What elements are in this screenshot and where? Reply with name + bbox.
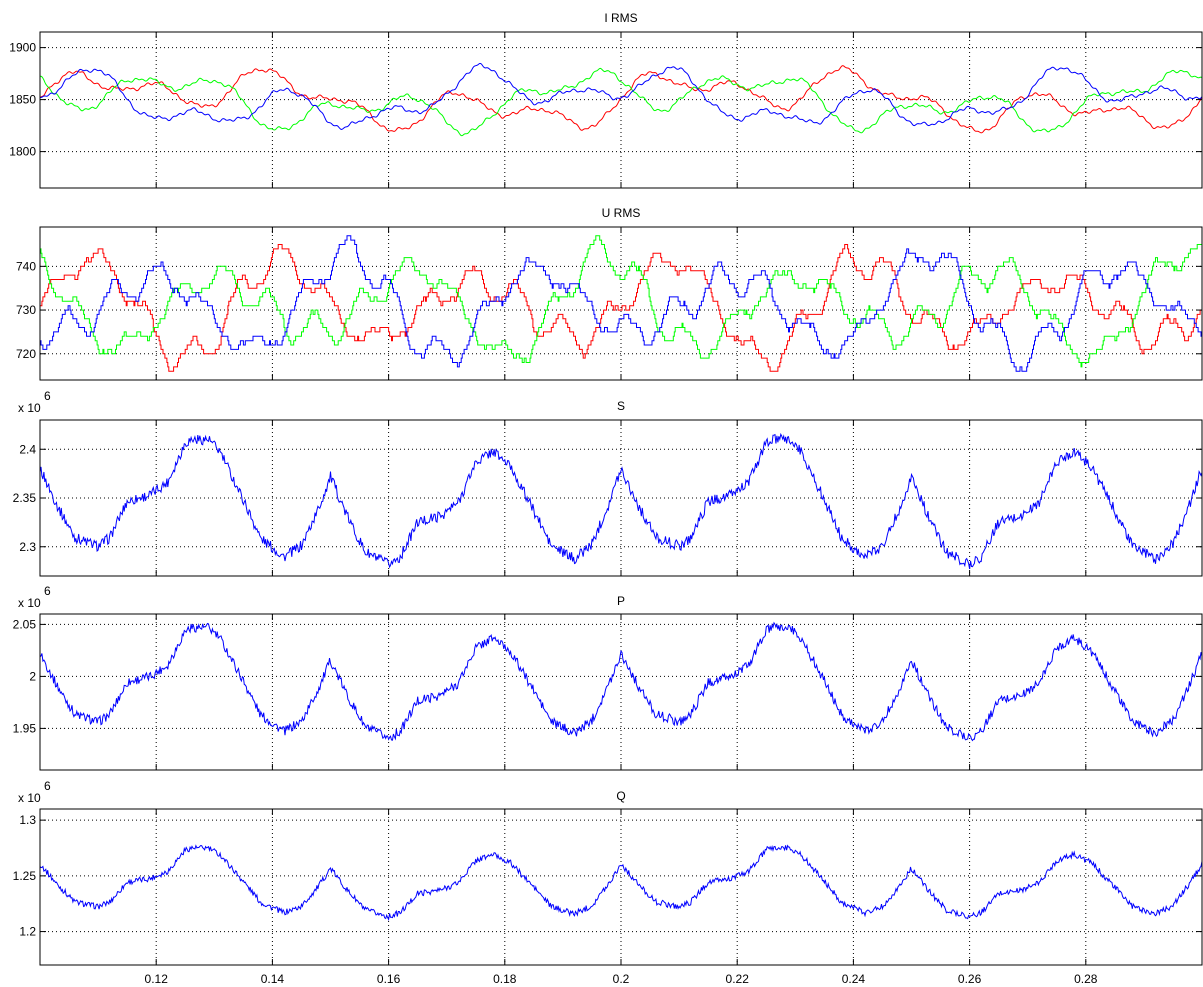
y-tick-label: 2.35 <box>13 491 37 505</box>
x-tick-label: 0.18 <box>493 972 517 986</box>
panel-title: U RMS <box>602 206 641 220</box>
panel-i-rms: 1800 1850 1900 I RMS <box>9 11 1203 189</box>
series-line-green <box>40 67 1202 137</box>
panel-title: Q <box>616 789 625 803</box>
y-tick-label: 730 <box>16 303 36 317</box>
panel-s: 2.3 2.35 2.4 Sx 106 <box>13 389 1203 577</box>
y-exponent: 6 <box>44 389 51 403</box>
panel-u-rms: 720 730 740 U RMS <box>16 206 1203 381</box>
series-line-red <box>40 244 1202 372</box>
x-tick-label: 0.12 <box>145 972 169 986</box>
series-line-green <box>40 235 1202 368</box>
x-tick-label: 0.28 <box>1074 972 1098 986</box>
panel-title: P <box>617 594 625 608</box>
y-exponent-base: x 10 <box>18 791 41 805</box>
y-tick-label: 2.3 <box>19 540 36 554</box>
y-tick-label: 1900 <box>9 41 36 55</box>
y-tick-label: 1.25 <box>13 869 37 883</box>
series-line-blue <box>40 621 1202 742</box>
y-tick-label: 2.4 <box>19 442 36 456</box>
series-line-blue <box>40 63 1202 131</box>
y-exponent: 6 <box>44 779 51 793</box>
y-tick-label: 1.95 <box>13 721 37 735</box>
y-exponent: 6 <box>44 584 51 598</box>
y-tick-label: 1.3 <box>19 813 36 827</box>
panel-p: 1.95 2 2.05 Px 106 <box>13 584 1203 771</box>
x-tick-label: 0.16 <box>377 972 401 986</box>
y-exponent-base: x 10 <box>18 596 41 610</box>
x-tick-label: 0.24 <box>842 972 866 986</box>
y-tick-label: 1800 <box>9 145 36 159</box>
x-tick-label: 0.2 <box>613 972 630 986</box>
y-tick-label: 720 <box>16 347 36 361</box>
y-tick-label: 1.2 <box>19 925 36 939</box>
y-tick-label: 740 <box>16 259 36 273</box>
y-tick-label: 2 <box>29 669 36 683</box>
y-tick-label: 2.05 <box>13 617 37 631</box>
series-line-blue <box>40 432 1202 569</box>
series-line-blue <box>40 844 1202 922</box>
x-tick-label: 0.22 <box>726 972 750 986</box>
x-tick-label: 0.26 <box>958 972 982 986</box>
panel-title: I RMS <box>604 11 637 25</box>
panel-q: 1.2 1.25 1.3 Qx 106 <box>13 779 1203 966</box>
x-tick-label: 0.14 <box>261 972 285 986</box>
y-exponent-base: x 10 <box>18 401 41 415</box>
panel-title: S <box>617 399 625 413</box>
y-tick-label: 1850 <box>9 93 36 107</box>
series-line-blue <box>40 235 1202 372</box>
